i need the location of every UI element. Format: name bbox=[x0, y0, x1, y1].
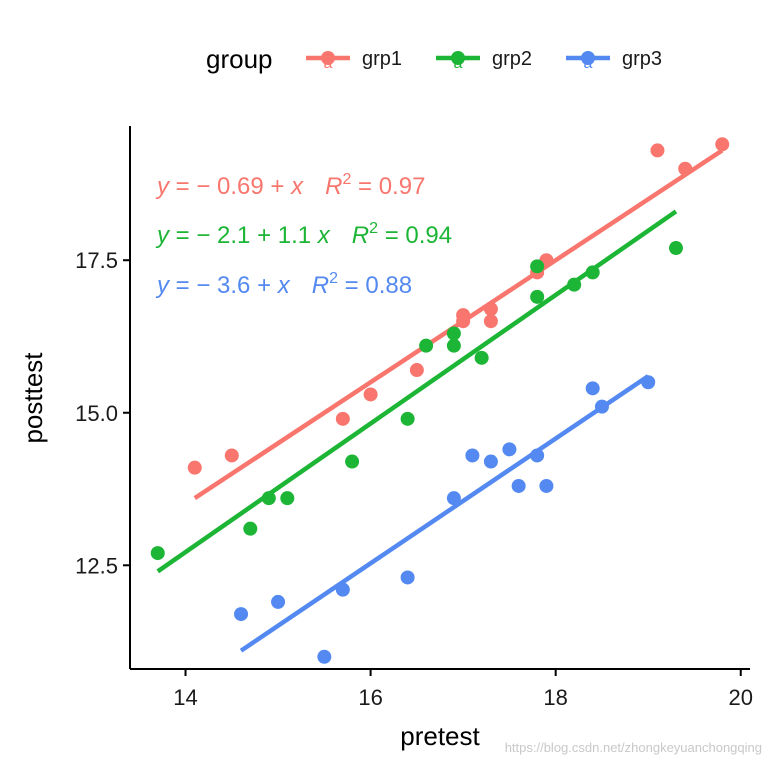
y-tick-label: 15.0 bbox=[75, 401, 118, 426]
point-grp2 bbox=[261, 491, 276, 506]
legend-key-point-grp1 bbox=[321, 51, 335, 65]
point-grp1 bbox=[483, 302, 498, 317]
legend-label-grp1: grp1 bbox=[362, 48, 402, 70]
point-grp1 bbox=[678, 161, 693, 176]
point-grp3 bbox=[585, 381, 600, 396]
legend-label-grp3: grp3 bbox=[622, 48, 662, 70]
x-ticks: 14 16 18 20 bbox=[173, 669, 753, 710]
point-grp2 bbox=[567, 277, 582, 292]
point-grp2 bbox=[243, 521, 258, 536]
x-tick-label: 20 bbox=[729, 685, 753, 710]
point-grp3 bbox=[502, 442, 517, 457]
point-grp2 bbox=[419, 338, 434, 353]
point-grp2 bbox=[150, 546, 165, 561]
legend-key-point-grp2 bbox=[451, 51, 465, 65]
x-tick-label: 16 bbox=[358, 685, 382, 710]
equation-annotations: y = − 0.69 + x R2 = 0.97 y = − 2.1 + 1.1 x… bbox=[155, 171, 452, 299]
x-tick-label: 18 bbox=[543, 685, 567, 710]
point-grp1 bbox=[409, 363, 424, 378]
point-grp3 bbox=[446, 491, 461, 506]
legend-key-glyph: a bbox=[324, 55, 333, 72]
point-grp3 bbox=[317, 649, 332, 664]
legend-key-glyph: a bbox=[454, 55, 463, 72]
fit-line-grp3 bbox=[239, 374, 650, 653]
point-grp3 bbox=[465, 448, 480, 463]
legend-title: group bbox=[206, 44, 273, 74]
point-grp2 bbox=[530, 289, 545, 304]
y-axis-title: posttest bbox=[18, 352, 48, 444]
point-grp1 bbox=[363, 387, 378, 402]
point-grp3 bbox=[641, 375, 656, 390]
y-tick-label: 17.5 bbox=[75, 248, 118, 273]
point-grp1 bbox=[715, 137, 730, 152]
point-grp2 bbox=[585, 265, 600, 280]
point-grp3 bbox=[400, 570, 415, 585]
equation-grp3: y = − 3.6 + x R2 = 0.88 bbox=[155, 270, 412, 299]
point-grp1 bbox=[483, 314, 498, 329]
point-grp3 bbox=[483, 454, 498, 469]
equation-grp1: y = − 0.69 + x R2 = 0.97 bbox=[155, 171, 425, 200]
point-grp2 bbox=[345, 454, 360, 469]
point-grp2 bbox=[446, 326, 461, 341]
point-grp1 bbox=[335, 411, 350, 426]
point-grp1 bbox=[456, 308, 471, 323]
point-grp2 bbox=[400, 411, 415, 426]
point-grp3 bbox=[530, 448, 545, 463]
point-grp3 bbox=[234, 607, 249, 622]
legend: group a grp1 a grp2 a grp3 bbox=[206, 44, 662, 74]
legend-key-point-grp3 bbox=[581, 51, 595, 65]
point-grp3 bbox=[539, 478, 554, 493]
legend-label-grp2: grp2 bbox=[492, 48, 532, 70]
watermark: https://blog.csdn.net/zhongkeyuanchongqi… bbox=[505, 740, 762, 755]
point-grp2 bbox=[474, 350, 489, 365]
point-grp3 bbox=[511, 478, 526, 493]
point-grp2 bbox=[446, 338, 461, 353]
axes bbox=[129, 126, 750, 670]
x-tick-label: 14 bbox=[173, 685, 197, 710]
y-tick-label: 12.5 bbox=[75, 553, 118, 578]
point-grp1 bbox=[650, 143, 665, 158]
point-grp2 bbox=[668, 241, 683, 256]
point-grp3 bbox=[335, 582, 350, 597]
point-grp2 bbox=[280, 491, 295, 506]
equation-grp2: y = − 2.1 + 1.1 x R2 = 0.94 bbox=[155, 220, 452, 249]
data-points bbox=[150, 137, 730, 664]
point-grp3 bbox=[271, 594, 286, 609]
point-grp2 bbox=[530, 259, 545, 274]
legend-key-glyph: a bbox=[584, 55, 593, 72]
point-grp3 bbox=[594, 399, 609, 414]
x-axis-title: pretest bbox=[400, 721, 480, 751]
point-grp1 bbox=[187, 460, 202, 475]
y-ticks: 12.5 15.0 17.5 bbox=[75, 248, 130, 578]
point-grp1 bbox=[224, 448, 239, 463]
